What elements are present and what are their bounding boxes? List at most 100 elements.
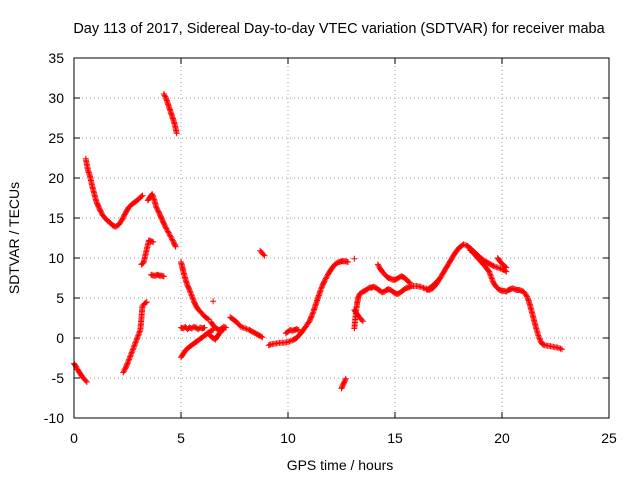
series-arc-7: [160, 91, 180, 137]
data-point: [139, 192, 146, 199]
data-point: [120, 368, 127, 375]
data-point: [222, 324, 229, 331]
data-point: [557, 345, 564, 352]
data-point: [97, 208, 104, 215]
data-point: [173, 130, 180, 137]
data-point: [420, 284, 427, 291]
data-point: [318, 285, 325, 292]
data-point: [135, 332, 142, 339]
series-arc-17: [282, 326, 302, 337]
y-tick-label: 0: [56, 330, 64, 346]
data-point: [494, 264, 501, 271]
data-point: [359, 318, 366, 325]
data-point: [487, 271, 494, 278]
data-point: [187, 289, 194, 296]
data-point: [321, 278, 328, 285]
data-point: [317, 288, 324, 295]
data-point: [131, 342, 138, 349]
data-point: [285, 339, 291, 345]
series-arc-6: [148, 271, 167, 280]
data-point: [169, 237, 176, 244]
data-point: [239, 324, 246, 331]
series-arc-15: [257, 247, 268, 259]
data-point: [162, 93, 169, 100]
data-point: [73, 365, 80, 372]
data-point: [322, 275, 329, 282]
data-point: [405, 279, 412, 285]
data-point: [485, 267, 492, 274]
data-point: [434, 277, 441, 284]
data-point: [489, 277, 496, 283]
series-arc-19: [351, 255, 358, 262]
data-point: [486, 270, 493, 276]
data-point: [535, 332, 542, 339]
data-point: [98, 209, 105, 216]
data-point: [126, 355, 133, 361]
data-point: [258, 333, 265, 340]
data-point: [460, 241, 467, 248]
data-point: [210, 298, 217, 305]
data-point: [204, 315, 211, 322]
data-point: [123, 361, 130, 368]
data-point: [286, 338, 293, 345]
data-point: [129, 346, 136, 353]
data-point: [201, 324, 208, 331]
data-point: [130, 343, 137, 350]
y-tick-label: -10: [44, 410, 64, 426]
data-point: [259, 334, 266, 341]
data-point: [491, 263, 498, 270]
data-point: [167, 233, 174, 240]
data-point: [237, 323, 244, 330]
data-point: [308, 313, 315, 320]
data-point: [261, 252, 268, 259]
series-arc-5: [144, 191, 179, 250]
data-point: [164, 227, 171, 233]
series-arc-26: [494, 255, 510, 271]
data-point: [127, 353, 134, 360]
x-tick-label: 5: [177, 430, 185, 446]
data-point: [502, 263, 509, 270]
data-point: [318, 284, 325, 291]
data-point: [189, 294, 196, 300]
data-point: [260, 251, 267, 258]
data-point: [522, 291, 529, 297]
x-axis-label: GPS time / hours: [287, 457, 394, 473]
data-point: [138, 193, 145, 200]
data-point: [124, 360, 131, 367]
data-point: [120, 214, 127, 221]
data-point: [161, 221, 168, 228]
data-point: [242, 325, 249, 332]
data-point: [342, 375, 349, 382]
data-point: [558, 346, 565, 353]
data-point: [154, 207, 161, 214]
data-point: [375, 262, 382, 269]
data-point: [83, 379, 90, 385]
data-point: [488, 275, 495, 282]
data-point: [97, 207, 104, 214]
y-tick-label: 25: [48, 130, 64, 146]
data-point: [134, 334, 141, 340]
data-point: [240, 324, 247, 331]
data-point: [496, 265, 503, 272]
data-point: [172, 243, 179, 250]
data-point: [131, 341, 138, 347]
data-point: [186, 285, 193, 292]
series-arc-8: [178, 259, 212, 323]
data-point: [161, 223, 168, 229]
data-point: [128, 349, 135, 356]
data-point: [164, 228, 171, 235]
data-point: [554, 344, 561, 351]
data-point: [119, 216, 126, 223]
series-arc-12: [207, 319, 229, 333]
data-point: [162, 224, 169, 231]
x-tick-label: 15: [387, 430, 403, 446]
series-arc-18: [338, 375, 349, 392]
data-point: [169, 236, 176, 243]
data-point: [128, 350, 135, 357]
data-point: [190, 296, 197, 303]
data-point: [186, 287, 193, 293]
data-point: [461, 241, 468, 248]
data-point: [150, 193, 157, 200]
data-point: [323, 274, 330, 281]
series-arc-1: [71, 360, 90, 385]
